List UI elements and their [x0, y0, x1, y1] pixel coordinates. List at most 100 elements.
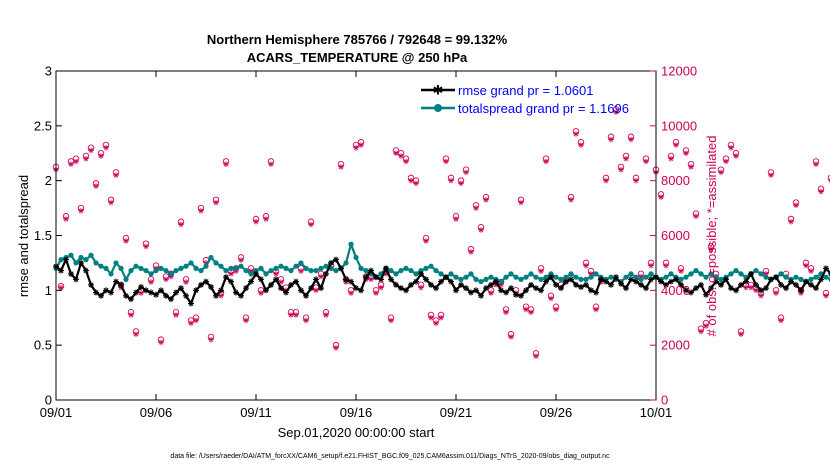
totalspread-point: [638, 276, 644, 282]
obs-assimilated-point: [643, 158, 649, 165]
obs-assimilated-point: [723, 158, 729, 165]
obs-assimilated-point: [683, 150, 689, 157]
obs-assimilated-point: [138, 290, 144, 296]
rmse-point: [748, 270, 754, 277]
totalspread-point: [348, 241, 354, 247]
obs-assimilated-point: [398, 153, 404, 159]
totalspread-point: [458, 276, 464, 282]
y2-tick-label: 4000: [661, 283, 690, 298]
rmse-point: [283, 289, 289, 296]
obs-assimilated-point: [438, 314, 444, 321]
rmse-point: [778, 281, 784, 288]
y-axis-right: 0 2000 4000 6000 8000 10000 12000: [650, 64, 697, 408]
totalspread-point: [133, 263, 139, 269]
rmse-point: [453, 287, 459, 294]
rmse-point: [388, 276, 394, 283]
totalspread-point: [698, 271, 704, 277]
totalspread-point: [123, 276, 129, 282]
rmse-point: [318, 285, 324, 292]
rmse-point: [168, 296, 174, 303]
totalspread-point: [498, 278, 504, 285]
totalspread-point: [233, 265, 239, 271]
totalspread-point: [218, 263, 224, 269]
rmse-point: [673, 276, 679, 283]
y-tick-label: 0.5: [34, 338, 52, 353]
totalspread-point: [248, 271, 254, 277]
rmse-point: [493, 278, 499, 285]
totalspread-point: [823, 274, 829, 280]
obs-assimilated-point: [773, 290, 779, 296]
obs-assimilated-point: [188, 320, 194, 327]
totalspread-point: [403, 265, 409, 271]
rmse-point: [368, 267, 374, 274]
obs-assimilated-point: [378, 284, 384, 291]
obs-assimilated-point: [208, 336, 214, 343]
obs-assimilated-point: [243, 317, 249, 324]
obs-assimilated-point: [193, 317, 199, 324]
obs-assimilated-point: [528, 309, 534, 316]
rmse-point: [813, 285, 819, 292]
totalspread-point: [333, 267, 339, 274]
rmse-point: [563, 278, 569, 285]
totalspread-point: [433, 267, 439, 274]
totalspread-point: [103, 265, 109, 271]
totalspread-point: [323, 263, 329, 269]
totalspread-point: [258, 265, 264, 271]
rmse-point: [658, 278, 664, 285]
rmse-point: [158, 287, 164, 294]
totalspread-point: [563, 274, 569, 280]
obs-assimilated-point: [73, 158, 79, 165]
rmse-point: [58, 267, 64, 274]
rmse-point: [633, 278, 639, 285]
rmse-point: [348, 278, 354, 285]
totalspread-point: [448, 271, 454, 277]
obs-assimilated-point: [98, 153, 104, 159]
totalspread-point: [733, 267, 739, 274]
rmse-point: [513, 291, 519, 298]
totalspread-point: [718, 276, 724, 282]
rmse-point: [98, 292, 104, 299]
obs-assimilated-point: [103, 144, 109, 151]
rmse-point: [543, 278, 549, 285]
x-axis-label: Sep.01,2020 00:00:00 start: [278, 425, 435, 440]
obs-assimilated-point: [453, 216, 459, 222]
rmse-point: [773, 274, 779, 281]
totalspread-point: [73, 260, 79, 266]
rmse-point: [418, 270, 424, 277]
totalspread-point: [518, 276, 524, 282]
totalspread-point: [178, 265, 184, 271]
obs-assimilated-point: [768, 172, 774, 178]
rmse-point: [413, 278, 419, 285]
rmse-point: [448, 278, 454, 285]
x-tick-label: 09/06: [140, 405, 173, 420]
obs-assimilated-point: [448, 177, 454, 184]
rmse-point: [758, 287, 764, 294]
rmse-point: [193, 287, 199, 294]
rmse-point: [478, 292, 484, 299]
totalspread-point: [593, 271, 599, 277]
rmse-point: [558, 285, 564, 292]
totalspread-point: [488, 274, 494, 280]
rmse-point: [93, 289, 99, 296]
obs-assimilated-point: [728, 144, 734, 151]
rmse-point: [173, 289, 179, 296]
obs-assimilated-point: [743, 284, 749, 291]
totalspread-point: [663, 274, 669, 280]
totalspread-point: [643, 274, 649, 280]
totalspread-point: [438, 271, 444, 277]
obs-assimilated-point: [738, 331, 744, 337]
obs-assimilated-point: [533, 353, 539, 359]
totalspread-point: [148, 271, 154, 277]
rmse-point: [583, 281, 589, 288]
obs-assimilated-point: [288, 312, 294, 318]
totalspread-point: [183, 263, 189, 269]
obs-assimilated-point: [368, 276, 374, 283]
totalspread-point: [578, 276, 584, 282]
obs-assimilated-point: [148, 279, 154, 285]
rmse-point: [148, 289, 154, 296]
totalspread-point: [708, 271, 714, 277]
obs-assimilated-point: [393, 150, 399, 157]
rmse-point: [363, 274, 369, 281]
rmse-point: [708, 285, 714, 292]
